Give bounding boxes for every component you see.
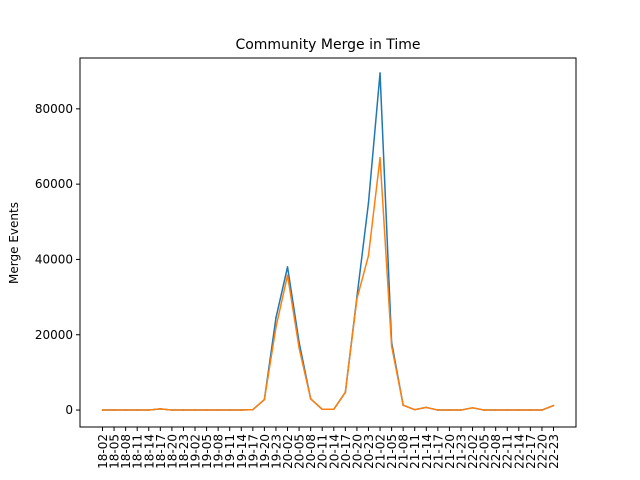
chart-title: Community Merge in Time: [235, 37, 420, 53]
y-axis-label: Merge Events: [7, 202, 21, 284]
y-tick-label: 80000: [35, 102, 73, 116]
series-layer: [101, 72, 555, 411]
x-tick-label: 20-14: [327, 434, 341, 469]
x-tick-label: 19-20: [258, 434, 272, 469]
data-point: [471, 407, 474, 409]
data-point: [194, 409, 196, 411]
data-point: [425, 406, 428, 409]
data-point: [541, 409, 543, 411]
data-point: [263, 398, 266, 401]
data-point: [344, 391, 347, 394]
x-tick-label: 21-05: [385, 434, 399, 469]
x-tick-label: 22-11: [501, 434, 515, 469]
x-tick-label: 20-05: [293, 434, 307, 469]
x-tick-label: 20-02: [281, 434, 295, 469]
data-point: [460, 409, 462, 411]
x-tick-label: 18-23: [177, 434, 191, 469]
x-tick-label: 22-08: [489, 434, 503, 469]
data-point: [252, 408, 254, 411]
x-tick-label: 20-11: [316, 434, 330, 469]
data-point: [379, 156, 381, 159]
x-tick-label: 20-23: [362, 434, 376, 469]
x-tick-label: 18-05: [108, 434, 122, 469]
data-point: [309, 397, 312, 400]
data-point: [448, 409, 451, 411]
x-tick-label: 21-11: [408, 434, 422, 469]
data-point: [286, 274, 289, 277]
y-tick-label: 0: [65, 403, 73, 417]
data-point: [286, 266, 289, 268]
x-tick-label: 19-02: [189, 434, 203, 469]
x-tick-label: 21-02: [374, 434, 388, 469]
data-point: [217, 409, 219, 411]
data-point: [275, 326, 277, 329]
x-tick-label: 22-14: [512, 434, 526, 469]
data-point: [124, 409, 127, 411]
data-point: [367, 202, 370, 204]
x-tick-label: 21-23: [454, 434, 468, 469]
x-tick-label: 20-20: [350, 434, 364, 469]
plot-frame: [79, 57, 577, 428]
data-point: [506, 409, 509, 411]
y-tick-label: 60000: [35, 177, 73, 191]
x-tick-label: 22-05: [478, 434, 492, 469]
data-point: [298, 347, 300, 349]
data-point: [483, 409, 485, 411]
data-point: [275, 317, 277, 319]
x-tick-label: 18-08: [119, 434, 133, 469]
x-tick-label: 19-23: [269, 434, 283, 469]
y-tick-label: 20000: [35, 328, 73, 342]
data-point: [402, 404, 404, 406]
data-point: [182, 409, 185, 411]
x-tick-label: 18-20: [165, 434, 179, 469]
data-point: [379, 72, 381, 74]
data-point: [147, 409, 150, 411]
y-tick-label: 40000: [35, 252, 73, 266]
x-tick-label: 22-20: [535, 434, 549, 469]
data-point: [240, 409, 243, 411]
x-tick-label: 21-17: [431, 434, 445, 469]
x-tick-label: 20-08: [304, 434, 318, 469]
data-point: [356, 298, 358, 300]
data-point: [113, 409, 115, 411]
data-point: [518, 409, 520, 411]
x-tick-label: 21-20: [443, 434, 457, 469]
data-point: [205, 409, 208, 411]
x-tick-label: 18-11: [131, 434, 145, 469]
x-tick-label: 19-14: [235, 434, 249, 469]
x-tick-label: 20-17: [339, 434, 353, 469]
series-line-1: [102, 72, 554, 411]
x-tick-label: 18-02: [96, 434, 110, 469]
data-point: [159, 408, 162, 410]
x-tick-label: 19-08: [212, 434, 226, 469]
data-point: [228, 409, 231, 411]
x-tick-label: 22-23: [547, 434, 561, 469]
data-point: [367, 254, 370, 257]
data-point: [494, 409, 497, 411]
x-tick-label: 19-17: [246, 434, 260, 469]
x-tick-label: 22-17: [524, 434, 538, 469]
data-point: [390, 345, 393, 347]
data-point: [171, 409, 173, 411]
x-tick-label: 18-17: [154, 434, 168, 469]
data-point: [529, 409, 532, 411]
x-tick-label: 19-05: [200, 434, 214, 469]
series-line-2: [102, 157, 554, 411]
data-point: [413, 408, 416, 411]
x-tick-label: 18-14: [142, 434, 156, 469]
y-axis: 0 20000 40000 60000 80000: [35, 102, 80, 417]
data-point: [101, 409, 104, 411]
data-point: [321, 408, 324, 411]
x-tick-label: 19-11: [223, 434, 237, 469]
x-tick-label: 21-14: [420, 434, 434, 469]
data-point: [136, 409, 138, 411]
data-point: [332, 408, 335, 411]
x-tick-label: 22-02: [466, 434, 480, 469]
data-point: [552, 404, 555, 407]
x-tick-label: 21-08: [397, 434, 411, 469]
x-axis: 18-0218-0518-0818-1118-1418-1718-2018-23…: [96, 427, 561, 469]
data-point: [437, 409, 439, 411]
